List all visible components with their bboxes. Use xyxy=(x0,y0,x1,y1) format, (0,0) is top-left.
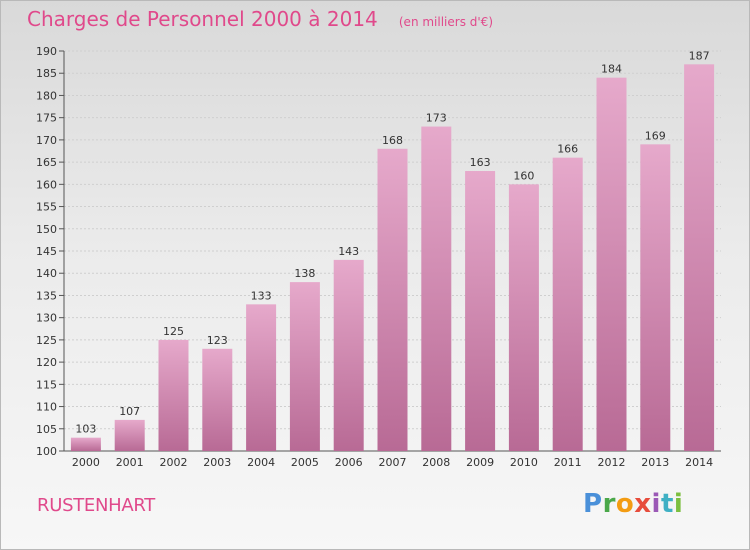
x-tick-label: 2003 xyxy=(203,456,231,469)
y-tick-label: 185 xyxy=(36,67,57,80)
x-tick-label: 2008 xyxy=(422,456,450,469)
chart-subtitle: (en milliers d'€) xyxy=(398,15,493,29)
bar-value-label: 168 xyxy=(382,134,403,147)
bar xyxy=(114,419,145,451)
bar-value-label: 133 xyxy=(251,289,272,302)
proxiti-logo-letter: r xyxy=(602,489,616,519)
proxiti-logo-letter: i xyxy=(673,489,684,519)
proxiti-logo-letter: x xyxy=(634,489,652,519)
proxiti-logo-letter: i xyxy=(651,489,661,519)
proxiti-logo: Proxiti xyxy=(583,489,683,519)
bar-value-label: 173 xyxy=(426,112,447,125)
bar-value-label: 187 xyxy=(689,49,710,62)
y-tick-label: 170 xyxy=(36,134,57,147)
y-tick-label: 135 xyxy=(36,289,57,302)
y-tick-label: 140 xyxy=(36,267,57,280)
x-tick-label: 2000 xyxy=(72,456,100,469)
y-tick-label: 190 xyxy=(36,45,57,58)
bar-value-label: 143 xyxy=(338,245,359,258)
y-tick-label: 155 xyxy=(36,201,57,214)
x-tick-label: 2005 xyxy=(291,456,319,469)
y-tick-label: 105 xyxy=(36,423,57,436)
x-tick-label: 2011 xyxy=(554,456,582,469)
bar xyxy=(289,282,320,451)
y-tick-label: 180 xyxy=(36,89,57,102)
bar xyxy=(508,184,539,452)
x-tick-label: 2014 xyxy=(685,456,713,469)
x-tick-label: 2012 xyxy=(598,456,626,469)
proxiti-logo-letter: t xyxy=(660,489,674,519)
bar xyxy=(333,259,364,451)
bar xyxy=(377,148,408,451)
x-tick-label: 2004 xyxy=(247,456,275,469)
x-tick-label: 2007 xyxy=(379,456,407,469)
bar-value-label: 184 xyxy=(601,63,622,76)
x-tick-label: 2013 xyxy=(641,456,669,469)
bar-value-label: 123 xyxy=(207,334,228,347)
y-tick-label: 115 xyxy=(36,378,57,391)
bar-value-label: 163 xyxy=(470,156,491,169)
bar xyxy=(202,348,233,451)
bar xyxy=(465,171,496,451)
commune-name: RUSTENHART xyxy=(37,495,155,516)
y-tick-label: 120 xyxy=(36,356,57,369)
x-tick-label: 2009 xyxy=(466,456,494,469)
y-tick-label: 125 xyxy=(36,334,57,347)
bar xyxy=(158,339,189,451)
bar-value-label: 166 xyxy=(557,143,578,156)
proxiti-logo-letter: o xyxy=(615,489,635,519)
bar xyxy=(421,126,452,452)
bar-value-label: 138 xyxy=(294,267,315,280)
y-tick-label: 110 xyxy=(36,401,57,414)
chart-title-main: Charges de Personnel 2000 à 2014 xyxy=(27,7,378,31)
bar xyxy=(70,437,101,451)
bar xyxy=(640,144,671,452)
y-tick-label: 175 xyxy=(36,112,57,125)
bar-value-label: 160 xyxy=(513,169,534,182)
y-tick-label: 150 xyxy=(36,223,57,236)
x-tick-label: 2002 xyxy=(160,456,188,469)
bar xyxy=(246,304,277,451)
y-tick-label: 165 xyxy=(36,156,57,169)
y-tick-label: 145 xyxy=(36,245,57,258)
y-tick-label: 160 xyxy=(36,178,57,191)
proxiti-logo-letter: P xyxy=(583,489,603,519)
bar xyxy=(596,77,627,452)
x-tick-label: 2001 xyxy=(116,456,144,469)
chart-title: Charges de Personnel 2000 à 2014 (en mil… xyxy=(27,7,493,31)
bar xyxy=(684,64,715,452)
x-tick-label: 2006 xyxy=(335,456,363,469)
bar-value-label: 169 xyxy=(645,129,666,142)
bar xyxy=(552,157,583,451)
bar-value-label: 103 xyxy=(75,423,96,436)
bar-value-label: 107 xyxy=(119,405,140,418)
bar-value-label: 125 xyxy=(163,325,184,338)
y-tick-label: 130 xyxy=(36,312,57,325)
y-tick-label: 100 xyxy=(36,445,57,458)
x-tick-label: 2010 xyxy=(510,456,538,469)
